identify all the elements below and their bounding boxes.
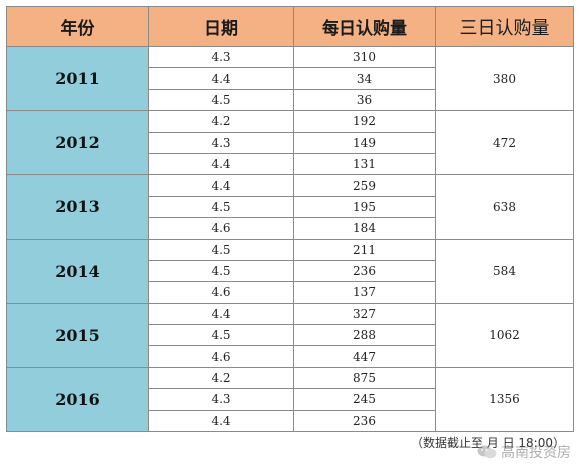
year-cell: 2016: [6, 366, 149, 433]
header-year: 年份: [6, 6, 149, 47]
daily-cell: 149: [293, 131, 436, 154]
daily-cell: 137: [293, 281, 436, 304]
watermark-text: 高南投资房: [501, 445, 571, 461]
three-day-total-cell: 472: [435, 110, 574, 176]
table-row: 2014 4.5 211 584: [6, 238, 574, 304]
date-cell: 4.6: [148, 217, 294, 240]
daily-cell: 875: [293, 366, 436, 390]
table-row: 2011 4.3 310 380: [6, 45, 574, 112]
three-day-total-cell: 584: [435, 238, 574, 304]
year-cell: 2014: [6, 238, 149, 304]
table-row: 2015 4.4 327 1062: [6, 302, 574, 368]
year-cell: 2013: [6, 174, 149, 240]
table-row: 4.5 195: [7, 195, 574, 219]
header-three-day: 三日认购量: [435, 6, 574, 47]
date-cell: 4.5: [148, 324, 294, 347]
three-day-total-cell: 380: [435, 45, 574, 112]
year-cell: 2011: [6, 45, 149, 112]
table-row: 4.6 137: [7, 281, 574, 304]
daily-cell: 236: [293, 409, 436, 433]
daily-cell: 327: [293, 302, 436, 326]
date-cell: 4.3: [148, 388, 294, 411]
header-daily: 每日认购量: [293, 6, 436, 47]
daily-cell: 34: [293, 67, 436, 90]
daily-cell: 131: [293, 152, 436, 176]
daily-cell: 259: [293, 174, 436, 197]
daily-cell: 192: [293, 110, 436, 133]
three-day-total-cell: 638: [435, 174, 574, 240]
daily-cell: 447: [293, 345, 436, 368]
date-cell: 4.4: [148, 67, 294, 90]
daily-cell: 288: [293, 324, 436, 347]
table-row: 4.6 447: [7, 345, 574, 368]
date-cell: 4.4: [148, 302, 294, 326]
table-row: 2013 4.4 259 638: [6, 174, 574, 240]
year-cell: 2015: [6, 302, 149, 368]
watermark: 高南投资房: [477, 442, 571, 462]
daily-cell: 184: [293, 217, 436, 240]
year-cell: 2012: [6, 110, 149, 176]
daily-cell: 236: [293, 259, 436, 283]
date-cell: 4.3: [148, 45, 294, 69]
header-date: 日期: [148, 6, 294, 47]
wechat-icon: [477, 445, 497, 459]
date-cell: 4.4: [148, 174, 294, 197]
table-row: 4.5 236: [7, 259, 574, 283]
date-cell: 4.4: [148, 409, 294, 433]
date-cell: 4.4: [148, 152, 294, 176]
daily-cell: 36: [293, 88, 436, 112]
date-cell: 4.5: [148, 88, 294, 112]
date-cell: 4.2: [148, 366, 294, 390]
table-row: 4.4 236: [7, 409, 574, 433]
data-cutoff-note: （数据截止至 月 日 18:00）: [410, 436, 565, 450]
daily-cell: 245: [293, 388, 436, 411]
date-cell: 4.3: [148, 131, 294, 154]
daily-cell: 211: [293, 238, 436, 261]
daily-cell: 195: [293, 195, 436, 219]
daily-cell: 310: [293, 45, 436, 69]
subscription-table: 年份 日期 每日认购量 三日认购量 2011 4.3 310 380 4.4 3…: [6, 6, 574, 433]
table-row: 4.3 245: [7, 388, 574, 411]
date-cell: 4.6: [148, 281, 294, 304]
date-cell: 4.6: [148, 345, 294, 368]
header-row: 年份 日期 每日认购量 三日认购量: [6, 6, 574, 47]
table-row: 2016 4.2 875 1356: [6, 366, 574, 433]
table-row: 4.3 149: [7, 131, 574, 154]
date-cell: 4.5: [148, 195, 294, 219]
date-cell: 4.2: [148, 110, 294, 133]
three-day-total-cell: 1062: [435, 302, 574, 368]
date-cell: 4.5: [148, 259, 294, 283]
table-row: 4.5 288: [7, 324, 574, 347]
table-row: 2012 4.2 192 472: [6, 110, 574, 176]
three-day-total-cell: 1356: [435, 366, 574, 433]
date-cell: 4.5: [148, 238, 294, 261]
